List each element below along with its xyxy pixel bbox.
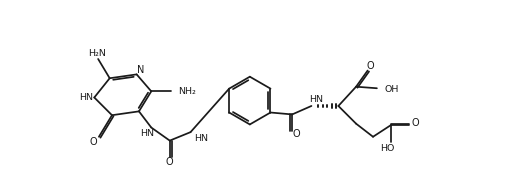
Text: H₂N: H₂N — [88, 49, 106, 58]
Text: O: O — [165, 157, 173, 167]
Text: N: N — [136, 65, 144, 75]
Text: HN: HN — [79, 93, 93, 102]
Text: OH: OH — [384, 85, 398, 94]
Text: HN: HN — [194, 134, 208, 143]
Text: HO: HO — [380, 144, 394, 153]
Text: NH₂: NH₂ — [178, 87, 195, 96]
Text: HN: HN — [308, 95, 323, 104]
Text: O: O — [365, 61, 373, 71]
Text: O: O — [90, 137, 97, 147]
Text: HN: HN — [140, 129, 154, 138]
Text: O: O — [292, 129, 300, 139]
Text: O: O — [411, 118, 418, 128]
